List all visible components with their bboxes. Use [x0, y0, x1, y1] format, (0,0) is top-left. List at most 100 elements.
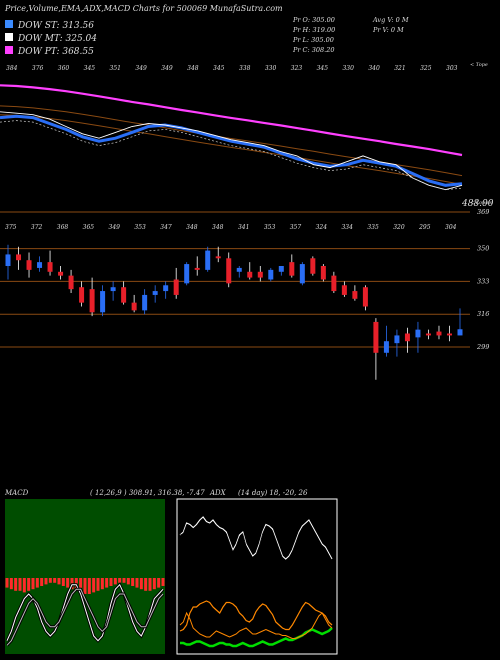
adx-frame	[176, 498, 338, 655]
candle-body	[383, 341, 389, 353]
macd-histogram-bar	[9, 578, 13, 590]
macd-histogram-bar	[31, 578, 35, 590]
legend-label-mt: DOW MT: 325.04	[17, 34, 97, 44]
candle-body	[5, 254, 11, 266]
macd-histogram-bar	[148, 578, 152, 591]
ema-top-label: 349	[161, 65, 173, 72]
macd-histogram-bar	[35, 578, 39, 588]
macd-histogram-bar	[139, 578, 143, 590]
macd-histogram-bar	[113, 578, 117, 585]
candle-body	[247, 271, 253, 278]
candle-body	[100, 291, 106, 313]
ema-top-label: 351	[110, 65, 121, 72]
candle-body	[215, 256, 221, 259]
macd-background	[5, 499, 165, 654]
ema-top-labels: 384 376 360 345 351 349 349 348 345 338 330 323 345 3…	[6, 65, 458, 72]
candle-top-labels: 375 372 368 365 349 353 347 348 348 341 353 357 324 3…	[5, 224, 457, 231]
macd-histogram-bar	[18, 578, 22, 591]
candle-grid: 369 350 333 316 299	[0, 208, 489, 351]
candle-body	[436, 331, 442, 336]
ohlc-info: Pr O: 305.00 Pr H: 319.00 Pr L: 305.00 P…	[292, 16, 409, 54]
macd-histogram-bar	[48, 578, 52, 583]
ema-st-line	[0, 114, 463, 187]
price-axis-label: 333	[477, 277, 489, 285]
candle-top-label: 353	[134, 224, 146, 231]
macd-histogram-bar	[135, 578, 139, 588]
adx-panel: ADX (14 day) 18, -20, 26	[176, 489, 338, 655]
candle-body	[299, 264, 305, 284]
candle-body	[26, 260, 32, 270]
candle-top-label: 372	[31, 224, 43, 231]
candle-body	[331, 275, 337, 292]
macd-histogram-bar	[105, 578, 109, 588]
macd-histogram-bar	[5, 578, 9, 588]
candle-body	[278, 266, 284, 272]
ema-top-label: 348	[187, 65, 199, 72]
candle-top-label: 357	[290, 224, 302, 231]
candle-body	[341, 285, 347, 295]
candle-top-label: 375	[5, 224, 17, 231]
candle-body	[373, 321, 379, 353]
prev-open: Pr O: 305.00	[292, 16, 335, 24]
macd-histogram-bar	[118, 578, 122, 583]
macd-params: ( 12,26,9 ) 308.91, 316.38, -7.47	[90, 489, 205, 497]
prev-high: Pr H: 319.00	[292, 26, 335, 34]
candle-top-label: 348	[212, 224, 224, 231]
candle-body	[194, 267, 200, 270]
candle-top-label: 348	[186, 224, 198, 231]
candle-body	[404, 333, 410, 342]
macd-histogram-bar	[144, 578, 148, 591]
adx-plus-inner	[179, 518, 333, 561]
macd-histogram-bar	[57, 578, 61, 585]
candle-body	[142, 294, 148, 311]
legend-swatch-mt	[5, 33, 13, 41]
candle-top-label: 304	[445, 224, 457, 231]
adx-lines	[179, 516, 333, 648]
macd-histogram-bar	[79, 578, 83, 593]
ema-top-label: 360	[58, 65, 70, 72]
ema-top-label: 338	[239, 65, 251, 72]
macd-histogram	[5, 578, 165, 594]
candle-top-label: 320	[393, 224, 405, 231]
last-price-label: 488.00	[461, 199, 494, 209]
candle-top-label: 353	[264, 224, 276, 231]
macd-histogram-bar	[92, 578, 96, 593]
adx-di-line	[179, 611, 333, 639]
candle-body	[310, 258, 316, 274]
macd-histogram-bar	[161, 578, 165, 586]
candle-top-label: 324	[316, 224, 328, 231]
ema-top-label: 330	[265, 65, 277, 72]
candle-body	[226, 258, 232, 284]
ema-mt-line	[0, 111, 463, 191]
legend-swatch-pt	[5, 46, 13, 54]
candle-body	[89, 289, 95, 313]
candle-body	[184, 264, 190, 284]
candle-body	[394, 335, 400, 344]
candle-body	[68, 275, 74, 290]
ema-corner-label: < Tope	[470, 62, 488, 68]
candle-top-label: 341	[238, 224, 249, 231]
candle-body	[152, 291, 158, 295]
candle-top-label: 295	[418, 224, 431, 231]
ema-top-label: 349	[135, 65, 147, 72]
ema-panel: < Tope 384 376 360 345 351 349 349 348 345 338 330…	[0, 62, 494, 209]
ema-top-label: 340	[368, 65, 380, 72]
macd-histogram-bar	[66, 578, 70, 588]
candle-top-label: 347	[160, 224, 172, 231]
candle-body	[173, 279, 179, 295]
ema-lower-band	[0, 114, 463, 185]
macd-histogram-bar	[109, 578, 113, 586]
candle-body	[163, 285, 169, 292]
macd-histogram-bar	[122, 578, 126, 583]
candle-corner-label: < Lowes	[470, 200, 492, 206]
legend-label-st: DOW ST: 313.56	[17, 21, 94, 31]
price-axis-label: 350	[477, 245, 489, 253]
adx-minus-line	[180, 627, 333, 648]
adx-line	[179, 600, 333, 632]
candle-body	[47, 262, 53, 272]
prev-low: Pr L: 305.00	[292, 36, 334, 44]
macd-panel: MACD ( 12,26,9 ) 308.91, 316.38, -7.47	[4, 489, 205, 654]
macd-histogram-bar	[83, 578, 87, 594]
candle-body	[425, 333, 431, 336]
